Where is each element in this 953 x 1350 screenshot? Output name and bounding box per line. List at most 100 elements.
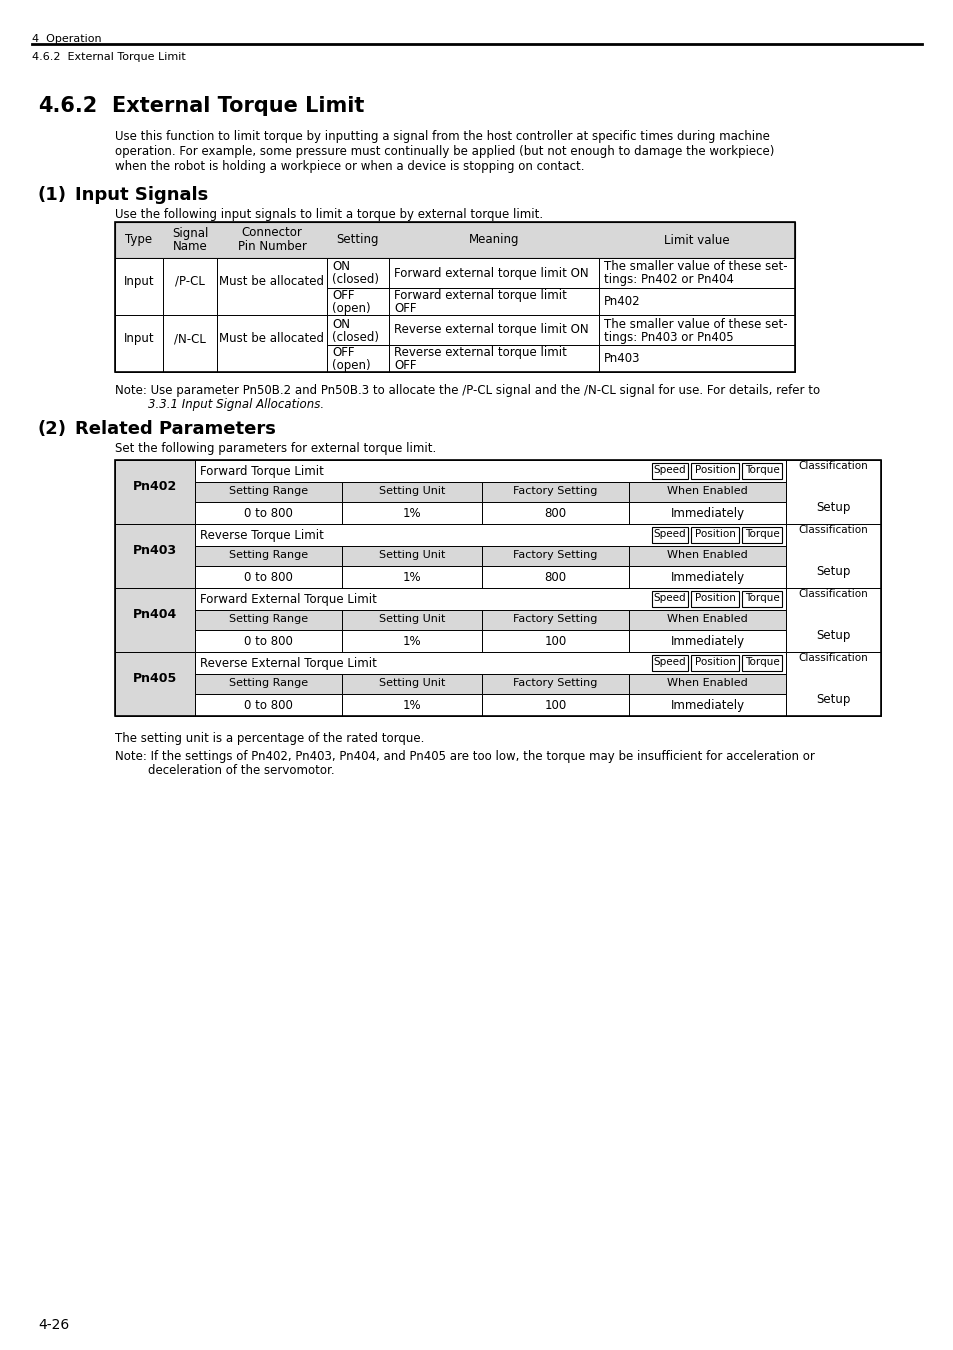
Text: Forward Torque Limit: Forward Torque Limit: [200, 464, 323, 478]
Text: Position: Position: [694, 529, 735, 539]
Text: Input: Input: [124, 332, 154, 346]
Text: Connector: Connector: [241, 227, 302, 239]
Bar: [115, 221, 794, 373]
Bar: [785, 460, 880, 524]
Text: Note: Use parameter Pn50B.2 and Pn50B.3 to allocate the /P-CL signal and the /N-: Note: Use parameter Pn50B.2 and Pn50B.3 …: [115, 383, 820, 397]
Text: Speed: Speed: [653, 529, 685, 539]
Text: Position: Position: [694, 464, 735, 475]
Text: (closed): (closed): [332, 331, 378, 343]
Text: Speed: Speed: [653, 464, 685, 475]
Text: when the robot is holding a workpiece or when a device is stopping on contact.: when the robot is holding a workpiece or…: [115, 161, 584, 173]
Text: 1%: 1%: [402, 699, 421, 711]
Bar: [389, 288, 598, 315]
Bar: [481, 566, 628, 589]
Text: Setting Range: Setting Range: [229, 678, 308, 688]
Text: Torque: Torque: [744, 593, 779, 603]
Text: tings: Pn403 or Pn405: tings: Pn403 or Pn405: [603, 331, 733, 343]
Bar: [216, 315, 327, 373]
Text: OFF: OFF: [394, 359, 416, 373]
Text: 0 to 800: 0 to 800: [244, 634, 293, 648]
Text: 0 to 800: 0 to 800: [244, 699, 293, 711]
Bar: [741, 463, 781, 479]
Text: (1): (1): [38, 186, 67, 204]
Text: Signal: Signal: [172, 227, 208, 239]
Bar: [194, 502, 341, 524]
Bar: [115, 460, 194, 524]
Text: 4  Operation: 4 Operation: [32, 34, 102, 45]
Text: OFF: OFF: [394, 302, 416, 315]
Bar: [194, 630, 341, 652]
Bar: [628, 502, 785, 524]
Bar: [628, 545, 785, 566]
Text: Setting Range: Setting Range: [229, 486, 308, 495]
Bar: [194, 652, 785, 674]
Bar: [598, 258, 794, 288]
Text: operation. For example, some pressure must continually be applied (but not enoug: operation. For example, some pressure mu…: [115, 144, 774, 158]
Text: Setting Unit: Setting Unit: [378, 486, 445, 495]
Bar: [327, 346, 389, 373]
Bar: [481, 502, 628, 524]
Bar: [481, 674, 628, 694]
Text: Pn405: Pn405: [132, 671, 177, 684]
Text: 800: 800: [544, 508, 566, 520]
Text: Input: Input: [124, 275, 154, 288]
Text: Speed: Speed: [653, 657, 685, 667]
Text: Use this function to limit torque by inputting a signal from the host controller: Use this function to limit torque by inp…: [115, 130, 769, 143]
Text: Use the following input signals to limit a torque by external torque limit.: Use the following input signals to limit…: [115, 208, 542, 221]
Bar: [651, 526, 687, 543]
Bar: [481, 610, 628, 630]
Text: Note: If the settings of Pn402, Pn403, Pn404, and Pn405 are too low, the torque : Note: If the settings of Pn402, Pn403, P…: [115, 751, 814, 763]
Text: Factory Setting: Factory Setting: [513, 678, 598, 688]
Text: Position: Position: [694, 657, 735, 667]
Text: Input Signals: Input Signals: [75, 186, 208, 204]
Bar: [389, 346, 598, 373]
Bar: [341, 482, 481, 502]
Text: (open): (open): [332, 302, 370, 315]
Bar: [741, 526, 781, 543]
Text: When Enabled: When Enabled: [666, 486, 747, 495]
Text: Speed: Speed: [653, 593, 685, 603]
Bar: [651, 591, 687, 608]
Text: When Enabled: When Enabled: [666, 614, 747, 624]
Bar: [194, 694, 341, 716]
Text: 4.6.2  External Torque Limit: 4.6.2 External Torque Limit: [32, 53, 186, 62]
Bar: [785, 524, 880, 589]
Bar: [194, 545, 341, 566]
Text: Reverse Torque Limit: Reverse Torque Limit: [200, 529, 323, 541]
Text: Immediately: Immediately: [670, 508, 743, 520]
Bar: [341, 502, 481, 524]
Text: ON: ON: [332, 317, 350, 331]
Text: Immediately: Immediately: [670, 571, 743, 585]
Bar: [327, 315, 389, 346]
Text: (2): (2): [38, 420, 67, 437]
Bar: [163, 315, 216, 373]
Text: OFF: OFF: [332, 346, 355, 359]
Bar: [628, 674, 785, 694]
Text: Forward external torque limit ON: Forward external torque limit ON: [394, 266, 588, 279]
Text: 100: 100: [544, 699, 566, 711]
Bar: [481, 630, 628, 652]
Text: Setting Range: Setting Range: [229, 614, 308, 624]
Text: Torque: Torque: [744, 464, 779, 475]
Text: Meaning: Meaning: [468, 234, 518, 247]
Bar: [628, 610, 785, 630]
Text: Setting Unit: Setting Unit: [378, 549, 445, 560]
Text: Forward External Torque Limit: Forward External Torque Limit: [200, 593, 376, 606]
Bar: [341, 566, 481, 589]
Bar: [628, 482, 785, 502]
Text: Torque: Torque: [744, 529, 779, 539]
Text: The setting unit is a percentage of the rated torque.: The setting unit is a percentage of the …: [115, 732, 424, 745]
Bar: [690, 526, 739, 543]
Bar: [741, 591, 781, 608]
Text: Setup: Setup: [816, 694, 850, 706]
Text: Setting: Setting: [336, 234, 379, 247]
Bar: [194, 482, 341, 502]
Bar: [216, 258, 327, 315]
Bar: [598, 346, 794, 373]
Bar: [389, 258, 598, 288]
Bar: [115, 221, 794, 258]
Text: 0 to 800: 0 to 800: [244, 571, 293, 585]
Bar: [341, 630, 481, 652]
Text: Pn402: Pn402: [132, 479, 177, 493]
Bar: [651, 655, 687, 671]
